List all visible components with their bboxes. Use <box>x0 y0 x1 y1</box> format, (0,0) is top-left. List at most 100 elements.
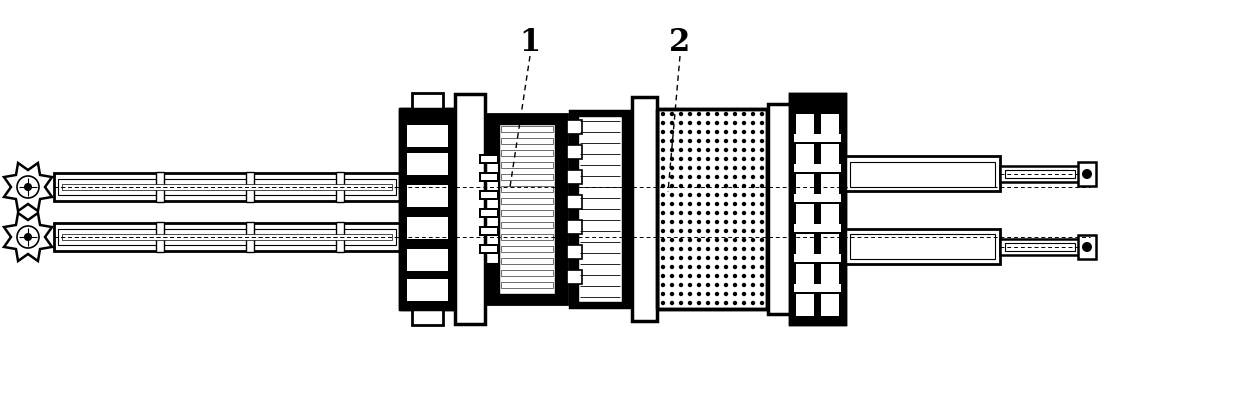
Circle shape <box>670 130 675 134</box>
Circle shape <box>678 130 683 134</box>
Circle shape <box>742 220 746 224</box>
Circle shape <box>750 274 755 278</box>
Circle shape <box>670 166 675 170</box>
Circle shape <box>760 274 764 278</box>
Bar <box>796 114 813 136</box>
Circle shape <box>750 139 755 143</box>
Bar <box>156 222 164 252</box>
Circle shape <box>678 211 683 215</box>
Circle shape <box>742 211 746 215</box>
Circle shape <box>706 184 711 188</box>
Circle shape <box>760 184 764 188</box>
Circle shape <box>697 121 701 125</box>
Bar <box>796 144 813 166</box>
Circle shape <box>742 184 746 188</box>
Circle shape <box>733 292 738 296</box>
Circle shape <box>697 283 701 287</box>
Bar <box>790 94 844 324</box>
Circle shape <box>750 292 755 296</box>
Circle shape <box>724 157 728 161</box>
Polygon shape <box>4 163 52 211</box>
Circle shape <box>697 256 701 260</box>
Bar <box>1004 170 1075 178</box>
Circle shape <box>760 247 764 251</box>
Circle shape <box>688 130 692 134</box>
Circle shape <box>724 121 728 125</box>
Circle shape <box>760 139 764 143</box>
Circle shape <box>661 121 665 125</box>
Circle shape <box>661 220 665 224</box>
Text: 2: 2 <box>670 27 691 58</box>
Circle shape <box>670 265 675 269</box>
Circle shape <box>678 157 683 161</box>
Circle shape <box>688 274 692 278</box>
Circle shape <box>688 202 692 206</box>
Circle shape <box>733 184 738 188</box>
Circle shape <box>760 112 764 116</box>
Circle shape <box>733 265 738 269</box>
Circle shape <box>724 193 728 197</box>
Circle shape <box>688 229 692 233</box>
Circle shape <box>688 220 692 224</box>
Circle shape <box>750 157 755 161</box>
Circle shape <box>724 184 728 188</box>
Circle shape <box>25 234 31 240</box>
Circle shape <box>724 130 728 134</box>
Circle shape <box>697 238 701 242</box>
Bar <box>768 104 790 314</box>
Circle shape <box>661 274 665 278</box>
Circle shape <box>750 247 755 251</box>
Circle shape <box>678 202 683 206</box>
Bar <box>407 153 448 175</box>
Circle shape <box>697 130 701 134</box>
Bar <box>501 138 553 144</box>
Circle shape <box>724 139 728 143</box>
Bar <box>821 294 839 316</box>
Bar <box>567 195 582 209</box>
Bar <box>501 162 553 168</box>
Circle shape <box>760 193 764 197</box>
Circle shape <box>678 265 683 269</box>
Circle shape <box>697 211 701 215</box>
Circle shape <box>750 238 755 242</box>
Circle shape <box>760 202 764 206</box>
Bar <box>999 166 1080 182</box>
Bar <box>794 194 841 202</box>
Bar <box>794 224 841 232</box>
Circle shape <box>670 220 675 224</box>
Bar <box>55 173 401 201</box>
Circle shape <box>661 157 665 161</box>
Circle shape <box>706 238 711 242</box>
Bar <box>501 210 553 216</box>
Bar <box>501 186 553 192</box>
Bar <box>844 229 999 264</box>
Bar <box>796 234 813 256</box>
Circle shape <box>750 256 755 260</box>
Circle shape <box>17 176 38 198</box>
Circle shape <box>742 283 746 287</box>
Circle shape <box>750 130 755 134</box>
Circle shape <box>733 193 738 197</box>
Circle shape <box>661 247 665 251</box>
Bar <box>481 210 497 216</box>
Circle shape <box>733 157 738 161</box>
Circle shape <box>760 220 764 224</box>
Circle shape <box>697 175 701 179</box>
Circle shape <box>750 148 755 152</box>
Circle shape <box>733 211 738 215</box>
Circle shape <box>678 283 683 287</box>
Bar <box>567 170 582 184</box>
Circle shape <box>714 220 719 224</box>
Bar <box>336 172 343 202</box>
Circle shape <box>661 256 665 260</box>
Circle shape <box>724 238 728 242</box>
Bar <box>407 125 448 147</box>
Circle shape <box>714 130 719 134</box>
Circle shape <box>688 292 692 296</box>
Circle shape <box>678 301 683 305</box>
Circle shape <box>750 220 755 224</box>
Circle shape <box>1083 169 1092 179</box>
Circle shape <box>678 274 683 278</box>
Circle shape <box>697 193 701 197</box>
Bar <box>821 144 839 166</box>
